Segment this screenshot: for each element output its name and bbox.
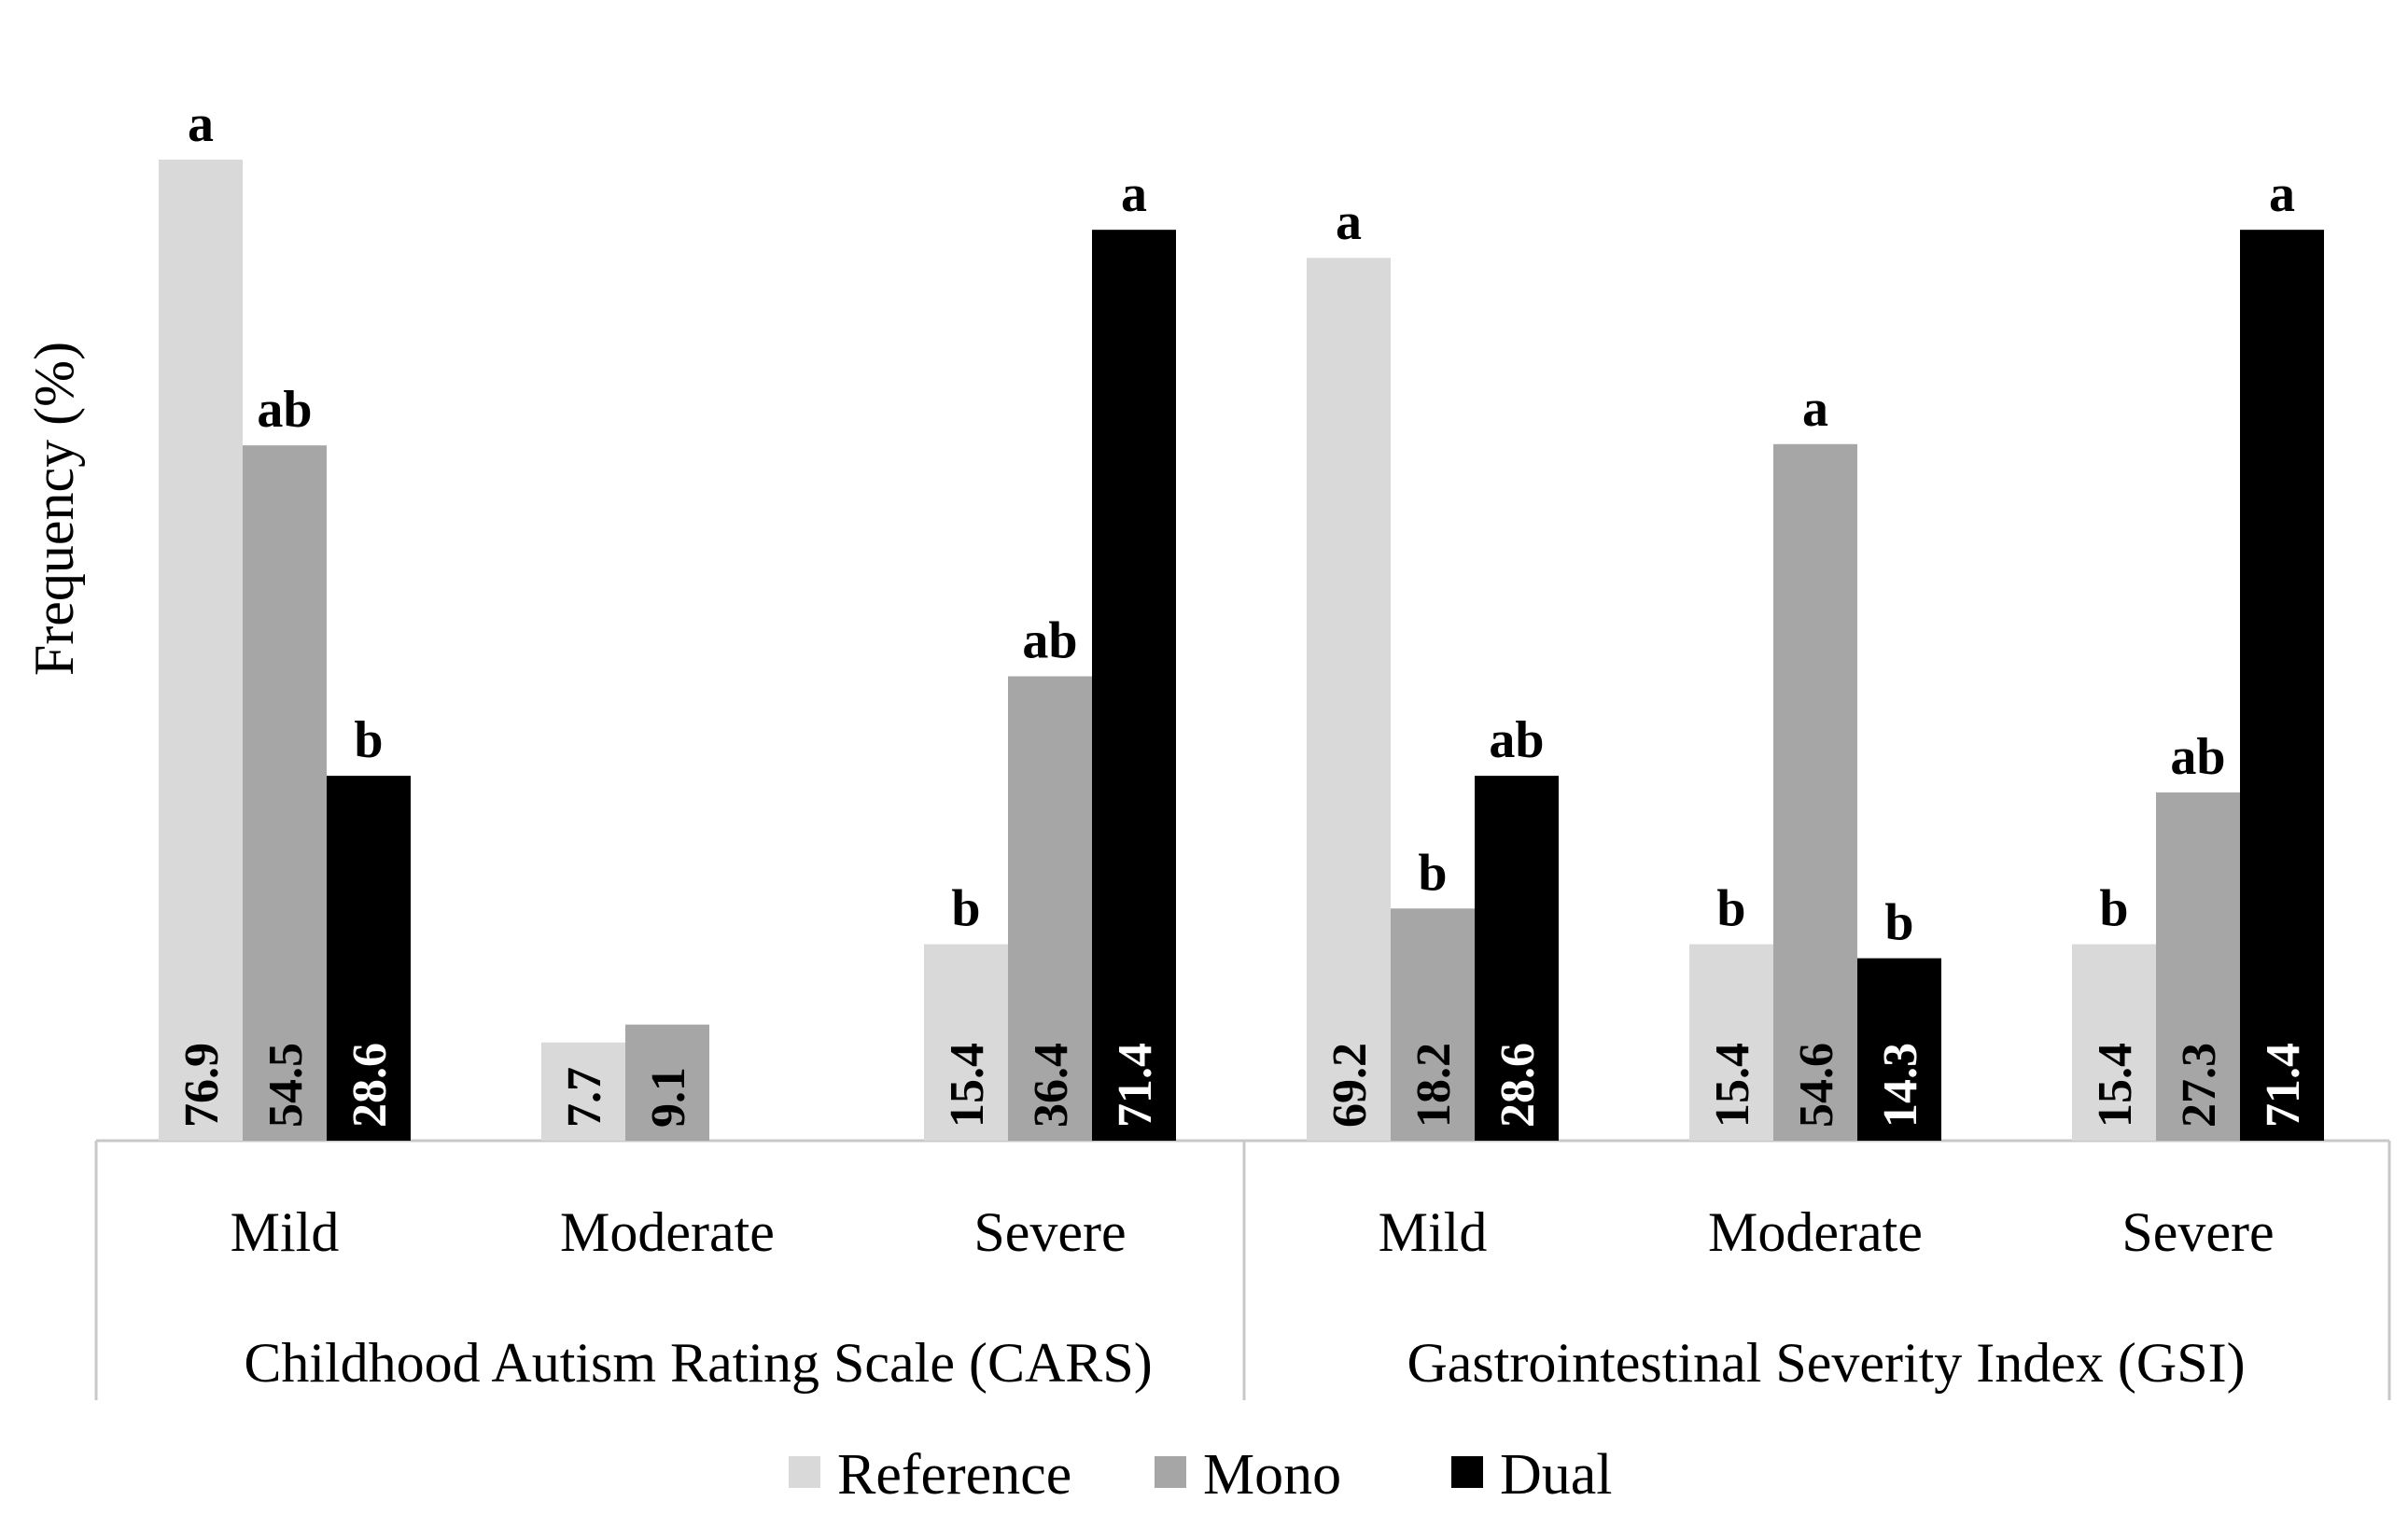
significance-label: ab: [257, 381, 312, 439]
bar-mono-gsi-mild: [1391, 908, 1475, 1141]
category-label: Moderate: [560, 1201, 775, 1263]
legend: Reference Mono Dual: [789, 1443, 1613, 1507]
significance-label: b: [354, 711, 383, 769]
bar-dual-gsi-moderate: [1857, 958, 1941, 1141]
value-label: 14.3: [1874, 1043, 1927, 1128]
legend-label-dual: Dual: [1500, 1443, 1613, 1507]
value-label: 71.4: [2257, 1043, 2310, 1128]
y-axis-title: Frequency (%): [23, 342, 85, 676]
value-label: 71.4: [1109, 1043, 1162, 1128]
category-label: Mild: [1379, 1201, 1488, 1263]
category-label: Moderate: [1708, 1201, 1923, 1263]
significance-label: ab: [1022, 612, 1077, 670]
significance-label: a: [1336, 193, 1362, 251]
value-label: 15.4: [941, 1043, 994, 1128]
bar-dual-cars-severe: [1092, 230, 1176, 1141]
significance-label: ab: [2170, 728, 2225, 786]
bar-reference-cars-severe: [924, 944, 1008, 1141]
legend-swatch-reference: [789, 1456, 820, 1488]
significance-label: a: [188, 95, 214, 153]
value-label: 9.1: [642, 1067, 695, 1128]
bar-mono-cars-moderate: [625, 1024, 709, 1141]
bar-dual-gsi-severe: [2240, 230, 2324, 1141]
value-label: 27.3: [2173, 1043, 2226, 1128]
significance-label: b: [2099, 880, 2128, 938]
value-label: 15.4: [2089, 1043, 2142, 1128]
value-label: 7.7: [558, 1067, 611, 1128]
category-label: Severe: [973, 1201, 1126, 1263]
legend-label-mono: Mono: [1203, 1443, 1341, 1507]
category-table-frame: [94, 1139, 2391, 1400]
value-label: 76.9: [175, 1043, 229, 1128]
value-label: 15.4: [1706, 1043, 1759, 1128]
bar-mono-cars-severe: [1008, 676, 1092, 1141]
legend-label-reference: Reference: [837, 1443, 1071, 1507]
bar-reference-cars-moderate: [541, 1042, 625, 1141]
value-label: 28.6: [343, 1043, 397, 1128]
bar-reference-cars-mild: [159, 160, 243, 1141]
significance-label: a: [2269, 165, 2295, 223]
bar-mono-gsi-moderate: [1773, 443, 1857, 1141]
bar-reference-gsi-severe: [2072, 944, 2156, 1141]
bar-dual-cars-mild: [327, 776, 411, 1141]
value-label: 69.2: [1323, 1043, 1377, 1128]
significance-label: b: [1418, 844, 1447, 902]
significance-label: b: [1884, 894, 1913, 952]
bar-reference-gsi-mild: [1307, 258, 1391, 1141]
significance-label: a: [1121, 165, 1147, 223]
significance-label: a: [1802, 380, 1828, 438]
significance-label: ab: [1489, 711, 1544, 769]
category-label: Mild: [231, 1201, 340, 1263]
bars-layer: [159, 160, 2324, 1141]
value-label: 28.6: [1491, 1043, 1545, 1128]
bar-dual-gsi-mild: [1475, 776, 1559, 1141]
legend-swatch-dual: [1451, 1456, 1483, 1488]
value-label: 54.5: [259, 1043, 313, 1128]
value-label: 54.6: [1790, 1043, 1843, 1128]
legend-swatch-mono: [1155, 1456, 1186, 1488]
value-label: 36.4: [1025, 1043, 1078, 1128]
value-label: 18.2: [1407, 1043, 1461, 1128]
bar-mono-cars-mild: [243, 445, 327, 1141]
bar-mono-gsi-severe: [2156, 792, 2240, 1141]
category-label: Severe: [2121, 1201, 2274, 1263]
bar-reference-gsi-moderate: [1689, 944, 1773, 1141]
significance-label: b: [951, 880, 980, 938]
group-label-cars: Childhood Autism Rating Scale (CARS): [244, 1332, 1152, 1394]
group-label-gsi: Gastrointestinal Severity Index (GSI): [1407, 1332, 2245, 1394]
significance-label: b: [1716, 880, 1745, 938]
